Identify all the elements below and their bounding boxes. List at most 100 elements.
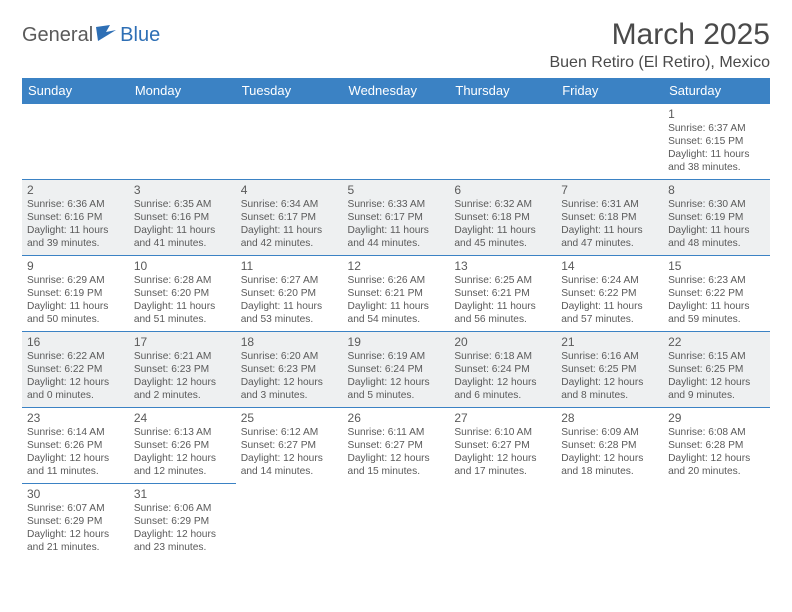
day-number: 2 (27, 183, 124, 197)
day-number: 11 (241, 259, 338, 273)
calendar-cell: 27Sunrise: 6:10 AMSunset: 6:27 PMDayligh… (449, 408, 556, 484)
day-number: 25 (241, 411, 338, 425)
day-info: Sunrise: 6:21 AMSunset: 6:23 PMDaylight:… (134, 350, 231, 402)
day-number: 4 (241, 183, 338, 197)
calendar-cell-empty (449, 484, 556, 560)
day-number: 6 (454, 183, 551, 197)
calendar-cell: 28Sunrise: 6:09 AMSunset: 6:28 PMDayligh… (556, 408, 663, 484)
day-info: Sunrise: 6:07 AMSunset: 6:29 PMDaylight:… (27, 502, 124, 554)
weekday-header: Tuesday (236, 78, 343, 104)
weekday-header: Saturday (663, 78, 770, 104)
day-info: Sunrise: 6:19 AMSunset: 6:24 PMDaylight:… (348, 350, 445, 402)
day-number: 19 (348, 335, 445, 349)
day-info: Sunrise: 6:14 AMSunset: 6:26 PMDaylight:… (27, 426, 124, 478)
day-number: 23 (27, 411, 124, 425)
calendar-cell: 24Sunrise: 6:13 AMSunset: 6:26 PMDayligh… (129, 408, 236, 484)
day-number: 5 (348, 183, 445, 197)
calendar-cell: 30Sunrise: 6:07 AMSunset: 6:29 PMDayligh… (22, 484, 129, 560)
calendar-cell: 3Sunrise: 6:35 AMSunset: 6:16 PMDaylight… (129, 180, 236, 256)
title-block: March 2025 Buen Retiro (El Retiro), Mexi… (549, 18, 770, 72)
weekday-header: Sunday (22, 78, 129, 104)
calendar-cell: 18Sunrise: 6:20 AMSunset: 6:23 PMDayligh… (236, 332, 343, 408)
day-info: Sunrise: 6:37 AMSunset: 6:15 PMDaylight:… (668, 122, 765, 174)
day-number: 29 (668, 411, 765, 425)
calendar-cell: 10Sunrise: 6:28 AMSunset: 6:20 PMDayligh… (129, 256, 236, 332)
weekday-header: Friday (556, 78, 663, 104)
calendar-cell-empty (236, 484, 343, 560)
calendar-cell: 6Sunrise: 6:32 AMSunset: 6:18 PMDaylight… (449, 180, 556, 256)
day-info: Sunrise: 6:10 AMSunset: 6:27 PMDaylight:… (454, 426, 551, 478)
calendar-cell-empty (556, 484, 663, 560)
day-number: 21 (561, 335, 658, 349)
day-number: 13 (454, 259, 551, 273)
calendar-cell-empty (22, 104, 129, 180)
calendar-row: 9Sunrise: 6:29 AMSunset: 6:19 PMDaylight… (22, 256, 770, 332)
calendar-cell: 23Sunrise: 6:14 AMSunset: 6:26 PMDayligh… (22, 408, 129, 484)
calendar-cell-empty (129, 104, 236, 180)
day-number: 26 (348, 411, 445, 425)
calendar-cell: 12Sunrise: 6:26 AMSunset: 6:21 PMDayligh… (343, 256, 450, 332)
calendar-head: SundayMondayTuesdayWednesdayThursdayFrid… (22, 78, 770, 104)
location-text: Buen Retiro (El Retiro), Mexico (549, 54, 770, 72)
calendar-cell-empty (556, 104, 663, 180)
calendar-cell: 21Sunrise: 6:16 AMSunset: 6:25 PMDayligh… (556, 332, 663, 408)
calendar-cell: 19Sunrise: 6:19 AMSunset: 6:24 PMDayligh… (343, 332, 450, 408)
day-number: 9 (27, 259, 124, 273)
calendar-cell: 4Sunrise: 6:34 AMSunset: 6:17 PMDaylight… (236, 180, 343, 256)
day-info: Sunrise: 6:28 AMSunset: 6:20 PMDaylight:… (134, 274, 231, 326)
calendar-cell: 5Sunrise: 6:33 AMSunset: 6:17 PMDaylight… (343, 180, 450, 256)
calendar-cell: 14Sunrise: 6:24 AMSunset: 6:22 PMDayligh… (556, 256, 663, 332)
day-info: Sunrise: 6:34 AMSunset: 6:17 PMDaylight:… (241, 198, 338, 250)
calendar-cell-empty (343, 484, 450, 560)
calendar-cell: 25Sunrise: 6:12 AMSunset: 6:27 PMDayligh… (236, 408, 343, 484)
calendar-cell: 17Sunrise: 6:21 AMSunset: 6:23 PMDayligh… (129, 332, 236, 408)
calendar-cell: 29Sunrise: 6:08 AMSunset: 6:28 PMDayligh… (663, 408, 770, 484)
calendar-row: 30Sunrise: 6:07 AMSunset: 6:29 PMDayligh… (22, 484, 770, 560)
day-number: 22 (668, 335, 765, 349)
calendar-cell: 13Sunrise: 6:25 AMSunset: 6:21 PMDayligh… (449, 256, 556, 332)
weekday-header: Wednesday (343, 78, 450, 104)
day-info: Sunrise: 6:36 AMSunset: 6:16 PMDaylight:… (27, 198, 124, 250)
calendar-cell: 2Sunrise: 6:36 AMSunset: 6:16 PMDaylight… (22, 180, 129, 256)
calendar-cell: 20Sunrise: 6:18 AMSunset: 6:24 PMDayligh… (449, 332, 556, 408)
day-info: Sunrise: 6:12 AMSunset: 6:27 PMDaylight:… (241, 426, 338, 478)
day-number: 24 (134, 411, 231, 425)
header: General Blue March 2025 Buen Retiro (El … (22, 18, 770, 72)
day-info: Sunrise: 6:25 AMSunset: 6:21 PMDaylight:… (454, 274, 551, 326)
day-info: Sunrise: 6:29 AMSunset: 6:19 PMDaylight:… (27, 274, 124, 326)
calendar-cell: 15Sunrise: 6:23 AMSunset: 6:22 PMDayligh… (663, 256, 770, 332)
calendar-cell: 8Sunrise: 6:30 AMSunset: 6:19 PMDaylight… (663, 180, 770, 256)
day-info: Sunrise: 6:15 AMSunset: 6:25 PMDaylight:… (668, 350, 765, 402)
day-number: 31 (134, 487, 231, 501)
day-info: Sunrise: 6:16 AMSunset: 6:25 PMDaylight:… (561, 350, 658, 402)
day-info: Sunrise: 6:32 AMSunset: 6:18 PMDaylight:… (454, 198, 551, 250)
calendar-table: SundayMondayTuesdayWednesdayThursdayFrid… (22, 78, 770, 560)
calendar-cell: 7Sunrise: 6:31 AMSunset: 6:18 PMDaylight… (556, 180, 663, 256)
day-info: Sunrise: 6:08 AMSunset: 6:28 PMDaylight:… (668, 426, 765, 478)
day-info: Sunrise: 6:09 AMSunset: 6:28 PMDaylight:… (561, 426, 658, 478)
calendar-cell: 22Sunrise: 6:15 AMSunset: 6:25 PMDayligh… (663, 332, 770, 408)
day-number: 12 (348, 259, 445, 273)
day-info: Sunrise: 6:26 AMSunset: 6:21 PMDaylight:… (348, 274, 445, 326)
calendar-body: 1Sunrise: 6:37 AMSunset: 6:15 PMDaylight… (22, 104, 770, 560)
day-info: Sunrise: 6:22 AMSunset: 6:22 PMDaylight:… (27, 350, 124, 402)
day-number: 28 (561, 411, 658, 425)
weekday-header: Thursday (449, 78, 556, 104)
calendar-cell: 16Sunrise: 6:22 AMSunset: 6:22 PMDayligh… (22, 332, 129, 408)
calendar-cell-empty (343, 104, 450, 180)
day-info: Sunrise: 6:31 AMSunset: 6:18 PMDaylight:… (561, 198, 658, 250)
calendar-cell: 11Sunrise: 6:27 AMSunset: 6:20 PMDayligh… (236, 256, 343, 332)
calendar-cell: 9Sunrise: 6:29 AMSunset: 6:19 PMDaylight… (22, 256, 129, 332)
calendar-cell-empty (449, 104, 556, 180)
day-info: Sunrise: 6:23 AMSunset: 6:22 PMDaylight:… (668, 274, 765, 326)
calendar-row: 1Sunrise: 6:37 AMSunset: 6:15 PMDaylight… (22, 104, 770, 180)
calendar-cell-empty (236, 104, 343, 180)
day-info: Sunrise: 6:06 AMSunset: 6:29 PMDaylight:… (134, 502, 231, 554)
calendar-cell-empty (663, 484, 770, 560)
day-info: Sunrise: 6:20 AMSunset: 6:23 PMDaylight:… (241, 350, 338, 402)
day-info: Sunrise: 6:18 AMSunset: 6:24 PMDaylight:… (454, 350, 551, 402)
logo-text-blue: Blue (120, 24, 160, 47)
day-info: Sunrise: 6:30 AMSunset: 6:19 PMDaylight:… (668, 198, 765, 250)
logo: General Blue (22, 18, 160, 47)
day-number: 18 (241, 335, 338, 349)
